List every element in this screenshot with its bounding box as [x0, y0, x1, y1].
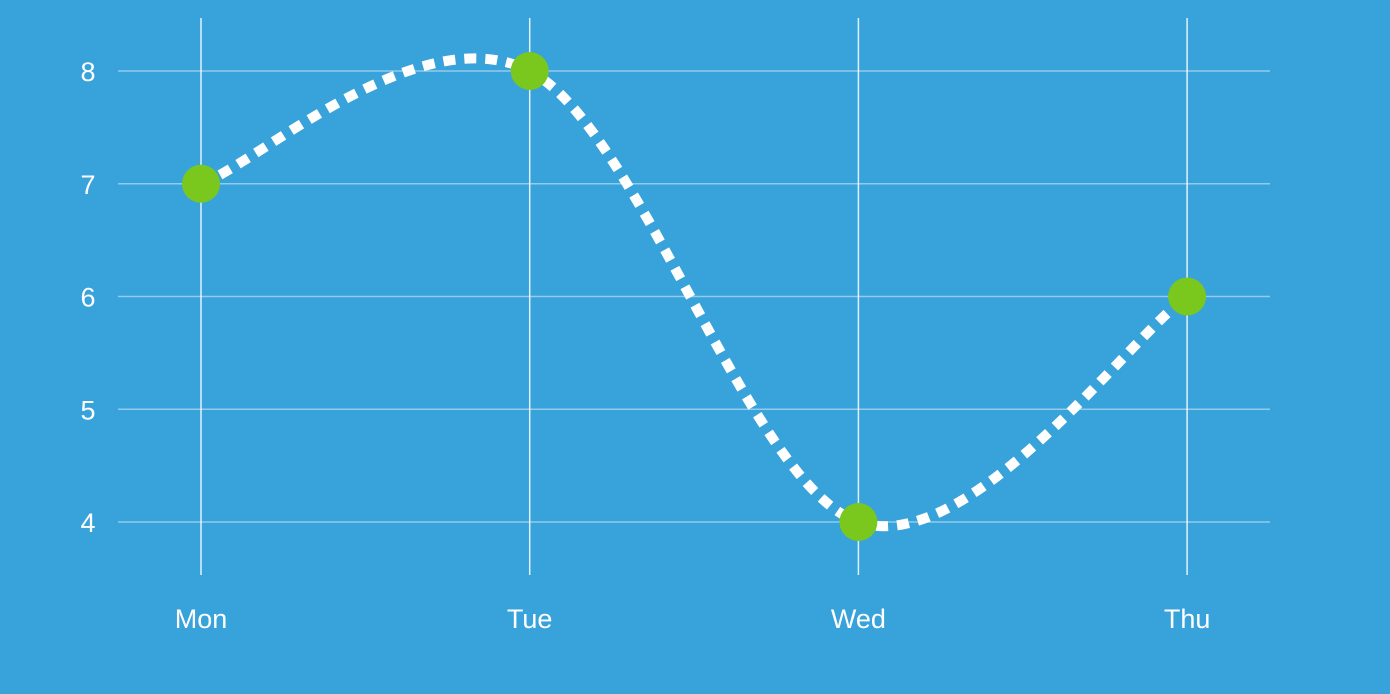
marker-layer [182, 52, 1207, 541]
y-tick-label: 7 [80, 170, 95, 200]
x-tick-label: Mon [175, 604, 228, 634]
y-axis: 4 5 6 7 8 [80, 57, 95, 538]
y-tick-label: 4 [80, 508, 95, 538]
y-tick-label: 8 [80, 57, 95, 87]
series-line-0 [199, 53, 1190, 532]
data-point-wed[interactable] [839, 503, 878, 541]
data-point-thu[interactable] [1168, 277, 1207, 316]
data-point-mon[interactable] [182, 164, 220, 203]
y-tick-label: 5 [80, 395, 95, 425]
x-axis: Mon Tue Wed Thu [175, 604, 1211, 634]
series-layer [199, 53, 1190, 532]
x-tick-label: Thu [1164, 604, 1211, 634]
data-point-tue[interactable] [510, 52, 549, 90]
horizontal-gridlines [118, 70, 1270, 523]
x-tick-label: Wed [831, 604, 886, 634]
y-tick-label: 6 [80, 283, 95, 313]
x-tick-label: Tue [507, 604, 553, 634]
